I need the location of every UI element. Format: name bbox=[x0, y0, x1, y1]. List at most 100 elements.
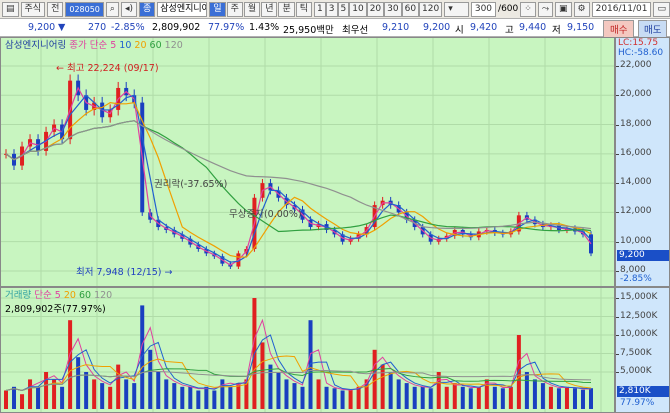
interval-20[interactable]: 20 bbox=[366, 1, 385, 17]
gear-icon[interactable]: ⚙ bbox=[573, 1, 590, 17]
change: 270 bbox=[88, 22, 107, 33]
legend-volume: 거래량 bbox=[5, 290, 32, 301]
date-input[interactable]: 2016/11/01 bbox=[591, 1, 652, 17]
volume-bar bbox=[132, 383, 137, 409]
volume-bar bbox=[348, 389, 353, 409]
volume-tick: 5,000K bbox=[616, 366, 652, 376]
period-3[interactable]: 년 bbox=[261, 1, 278, 17]
period-2[interactable]: 월 bbox=[243, 1, 261, 17]
volume-bar bbox=[564, 386, 569, 409]
search-icon[interactable]: ⌕ bbox=[105, 1, 119, 17]
period-5[interactable]: 틱 bbox=[295, 1, 313, 17]
interval-5[interactable]: 5 bbox=[337, 1, 350, 17]
volume-legend: 거래량 단순 5 20 60 120 bbox=[5, 290, 112, 302]
period-1[interactable]: 주 bbox=[226, 1, 243, 17]
count-total: /600 bbox=[498, 4, 519, 14]
period-0[interactable]: 일 bbox=[209, 1, 226, 17]
volume-bar bbox=[52, 379, 57, 409]
volume-bar bbox=[236, 383, 241, 409]
volume-bar bbox=[268, 364, 273, 409]
volume-bar bbox=[364, 379, 369, 409]
volume-bar bbox=[516, 335, 521, 409]
hc-value: HC:-58.60 bbox=[618, 48, 664, 58]
stock-name: 삼성엔지니어 bbox=[157, 1, 208, 17]
volume-bar bbox=[100, 383, 105, 409]
volume-bar bbox=[332, 388, 337, 409]
interval-120[interactable]: 120 bbox=[419, 1, 443, 17]
volume-bar bbox=[508, 386, 513, 409]
period-4[interactable]: 분 bbox=[278, 1, 295, 17]
volume-bar bbox=[92, 379, 97, 409]
save-icon[interactable]: ▣ bbox=[555, 1, 572, 17]
interval-10[interactable]: 10 bbox=[349, 1, 367, 17]
volume-bar bbox=[572, 388, 577, 409]
event-bonus-issue: 무상증자(0.00%) bbox=[229, 209, 302, 220]
count-input[interactable]: 300 bbox=[470, 1, 497, 17]
quote-bar: 9,200 ▼ 270 -2.85% 2,809,902 77.97% 1.43… bbox=[0, 19, 670, 38]
volume-bar bbox=[540, 383, 545, 409]
turnover: 1.43% bbox=[249, 22, 280, 33]
volume-bar bbox=[284, 379, 289, 409]
stock-code-input[interactable]: 028050 bbox=[65, 1, 104, 17]
volume-bar bbox=[28, 379, 33, 409]
market-select[interactable]: 주식 bbox=[20, 1, 46, 17]
sell-button[interactable]: 매도 bbox=[638, 20, 668, 38]
volume-bar bbox=[372, 349, 377, 409]
volume-bar bbox=[460, 386, 465, 409]
interval-30[interactable]: 30 bbox=[384, 1, 402, 17]
ma-line-1 bbox=[5, 94, 592, 263]
price-axis: LC:15.75 HC:-58.60 22,000 20,000 18,000 16,… bbox=[615, 37, 670, 287]
menu-icon[interactable]: ▤ bbox=[2, 1, 19, 17]
event-rights: 권리락(-37.65%) bbox=[154, 179, 228, 190]
volume-bar bbox=[524, 372, 529, 409]
volume-axis: 15,000K 12,500K 10,000K 7,500K 5,000K 2,810K… bbox=[615, 287, 670, 413]
interval-3[interactable]: 3 bbox=[325, 1, 338, 17]
trendline-icon[interactable]: ⤳ bbox=[537, 1, 554, 17]
interval-60[interactable]: 60 bbox=[401, 1, 420, 17]
volume-bar bbox=[124, 379, 129, 409]
high-annotation: ← 최고 22,224 (09/17) bbox=[56, 63, 159, 74]
volume-bar bbox=[388, 372, 393, 409]
market-type-button[interactable]: 전 bbox=[47, 1, 64, 17]
down-arrow-icon: ▼ bbox=[58, 22, 66, 33]
volume-bar bbox=[396, 379, 401, 409]
low: 9,150 bbox=[567, 22, 595, 33]
legend-vma120: 120 bbox=[94, 290, 113, 301]
volume-bar bbox=[589, 388, 593, 409]
indicator-icon[interactable]: ⁘ bbox=[520, 1, 536, 17]
volume-bar bbox=[228, 386, 233, 409]
open-label: 시 bbox=[455, 25, 464, 36]
volume-bar bbox=[468, 388, 473, 409]
volume-bar bbox=[324, 386, 329, 409]
price: 9,200 bbox=[28, 22, 56, 33]
sound-icon[interactable]: ◂) bbox=[120, 1, 137, 17]
price-tick: 10,000 bbox=[616, 235, 652, 246]
volume-chart[interactable]: 거래량 단순 5 20 60 120 2,809,902주(77.97%) bbox=[0, 287, 615, 413]
volume-bar bbox=[12, 386, 17, 409]
volume-bar bbox=[492, 386, 497, 409]
interval-dropdown[interactable]: ▾ bbox=[444, 1, 469, 17]
volume-bar bbox=[476, 386, 481, 409]
current-pct: -2.85% bbox=[620, 274, 652, 284]
volume-bar bbox=[148, 349, 153, 409]
volume-bar bbox=[420, 386, 425, 409]
volume-bar bbox=[204, 386, 209, 409]
volume-bar bbox=[172, 383, 177, 409]
interval-1[interactable]: 1 bbox=[314, 1, 326, 17]
calendar-icon[interactable]: ▭ bbox=[653, 1, 670, 17]
volume-bar bbox=[260, 342, 265, 409]
volume-bar bbox=[156, 372, 161, 409]
volume-bar bbox=[380, 364, 385, 409]
volume-bar bbox=[548, 386, 553, 409]
price-chart[interactable]: 삼성엔지니어링 종가 단순 5 10 20 60 120 ← 최고 22,224… bbox=[0, 37, 615, 287]
current-volume-badge: 2,810K bbox=[617, 386, 669, 397]
volume-bar bbox=[292, 383, 297, 409]
volume-bar bbox=[68, 320, 73, 409]
volume-bar bbox=[300, 386, 305, 409]
bid: 9,200 bbox=[423, 22, 451, 33]
volume-bar bbox=[4, 390, 8, 409]
legend-ma120: 120 bbox=[164, 40, 183, 51]
legend-ma5: 종가 단순 5 bbox=[69, 40, 117, 51]
buy-button[interactable]: 매수 bbox=[603, 20, 635, 38]
